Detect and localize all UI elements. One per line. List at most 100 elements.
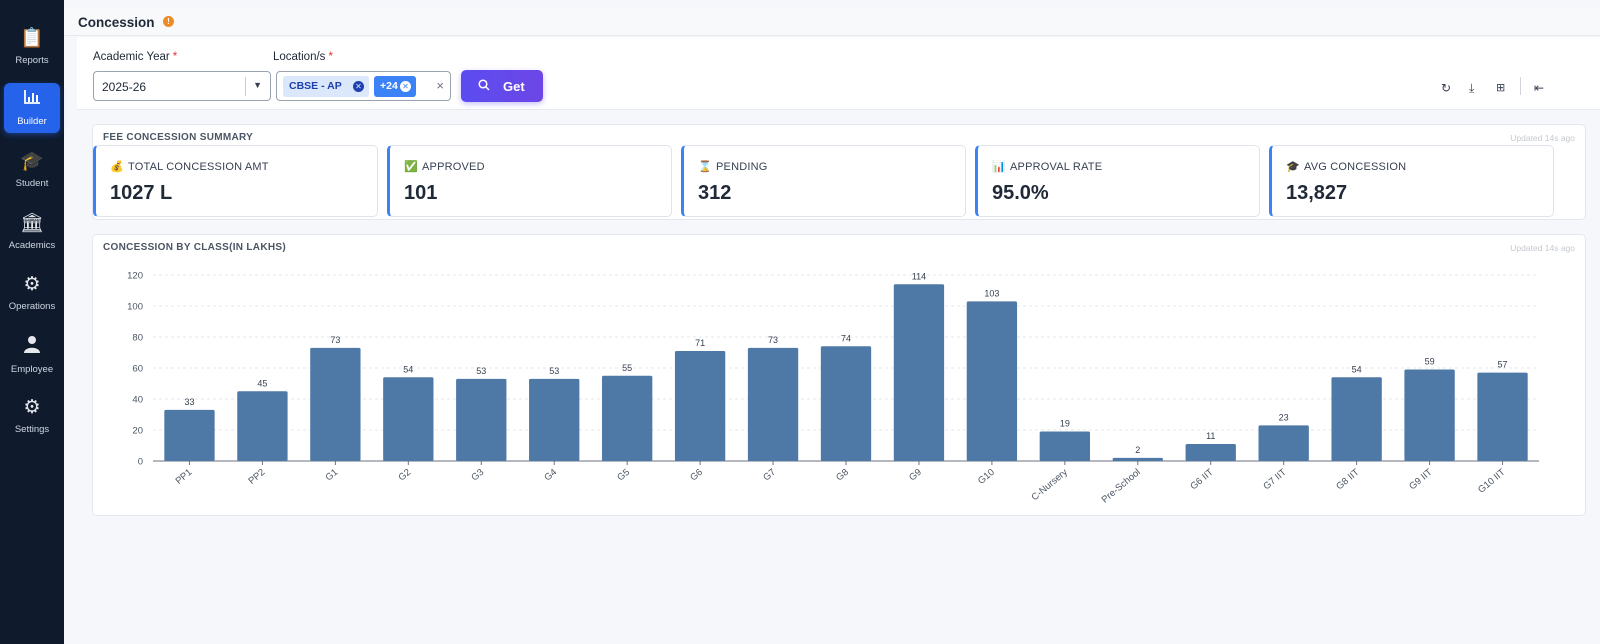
- chart-bar: [310, 347, 361, 461]
- kpi-label: 📊 APPROVAL RATE: [992, 161, 1103, 173]
- chart-bar: [237, 391, 288, 461]
- location-chip-label: CBSE - AP: [289, 80, 342, 92]
- page-title: Concession: [78, 15, 155, 30]
- kpi-value: 13,827: [1286, 182, 1348, 204]
- sidebar-item-label: Operations: [8, 300, 56, 312]
- chart-bar: [1185, 443, 1236, 461]
- collapse-icon[interactable]: ⇤: [1534, 81, 1545, 95]
- location-chip[interactable]: CBSE - AP ✕: [283, 76, 369, 97]
- hourglass-icon: ⌛: [698, 161, 712, 173]
- location-more-chip[interactable]: +24 ✕: [374, 76, 416, 97]
- x-tick-label: G5: [615, 467, 632, 484]
- remove-chip-icon[interactable]: ✕: [400, 81, 411, 92]
- data-label: 114: [912, 271, 926, 281]
- refresh-icon[interactable]: ↻: [1441, 81, 1452, 95]
- person-icon: [23, 335, 41, 358]
- x-tick-label: G9: [907, 467, 924, 484]
- data-label: 59: [1425, 357, 1435, 367]
- info-icon[interactable]: !: [163, 16, 174, 27]
- x-tick-label: PP2: [247, 467, 268, 487]
- data-label: 23: [1279, 412, 1289, 422]
- graduation-cap-icon: 🎓: [1286, 161, 1300, 173]
- location-more-label: +24: [380, 80, 398, 92]
- search-icon: [478, 79, 490, 91]
- chart-updated: Updated 14s ago: [1510, 243, 1575, 253]
- grid-icon[interactable]: ⊞: [1496, 82, 1506, 94]
- data-label: 53: [549, 366, 559, 376]
- chart-bar: [1112, 457, 1163, 461]
- kpi-value: 312: [698, 182, 732, 204]
- x-tick-label: Pre-School: [1100, 467, 1143, 506]
- check-mark-icon: ✅: [404, 161, 418, 173]
- data-label: 19: [1060, 419, 1070, 429]
- locations-multiselect[interactable]: CBSE - AP ✕ +24 ✕ ×: [276, 71, 451, 101]
- sidebar-item-student[interactable]: 🎓 Student: [4, 145, 60, 195]
- summary-updated: Updated 14s ago: [1510, 133, 1575, 143]
- chart-bar: [1404, 369, 1455, 461]
- fee-concession-summary-panel: FEE CONCESSION SUMMARY Updated 14s ago 💰…: [92, 124, 1586, 220]
- data-label: 71: [695, 338, 705, 348]
- x-tick-label: G7 IIT: [1261, 467, 1288, 493]
- kpi-approved: ✅ APPROVED 101: [387, 145, 672, 217]
- data-label: 33: [184, 397, 194, 407]
- sidebar-item-academics[interactable]: 🏛 Academics: [4, 207, 60, 257]
- chart-bar: [383, 377, 434, 461]
- y-tick-label: 120: [127, 271, 143, 282]
- sidebar-item-builder[interactable]: Builder: [4, 83, 60, 133]
- kpi-value: 101: [404, 182, 438, 204]
- chart-bar: [1331, 377, 1382, 461]
- data-label: 57: [1498, 360, 1508, 370]
- data-label: 2: [1135, 445, 1140, 455]
- chart-bar: [747, 347, 799, 461]
- money-bag-icon: 💰: [110, 161, 124, 173]
- sidebar-item-settings[interactable]: ⚙ Settings: [4, 391, 60, 441]
- settings-icon: ⚙: [23, 396, 41, 418]
- academic-year-label: Academic Year *: [93, 51, 178, 63]
- x-tick-label: G8 IIT: [1334, 467, 1361, 493]
- chart-bar: [820, 346, 872, 461]
- remove-chip-icon[interactable]: ✕: [353, 81, 364, 92]
- select-divider: [245, 77, 246, 96]
- bar-chart-icon: [23, 89, 41, 110]
- chart-bar: [1258, 425, 1309, 461]
- concession-by-class-panel: CONCESSION BY CLASS(IN LAKHS) Updated 14…: [92, 234, 1586, 516]
- get-button-label: Get: [503, 79, 525, 94]
- sidebar-item-employee[interactable]: Employee: [4, 330, 60, 380]
- reports-icon: 📋: [20, 27, 44, 49]
- sidebar-item-label: Reports: [15, 54, 49, 66]
- x-tick-label: G3: [469, 467, 486, 484]
- kpi-label: ✅ APPROVED: [404, 161, 485, 173]
- academic-year-value: 2025-26: [102, 80, 147, 94]
- academic-year-select[interactable]: 2025-26 ▼: [93, 71, 271, 101]
- sidebar-item-reports[interactable]: 📋 Reports: [4, 22, 60, 72]
- chart-bar: [456, 378, 507, 461]
- gear-icon: ⚙: [23, 273, 41, 295]
- x-tick-label: G7: [761, 467, 778, 484]
- page-header: Concession !: [64, 8, 1600, 36]
- chart-bar: [966, 301, 1018, 461]
- chart-bar: [164, 409, 215, 461]
- chart-bar: [893, 284, 945, 461]
- clear-icon[interactable]: ×: [436, 78, 444, 93]
- sidebar-item-label: Student: [15, 177, 49, 189]
- sidebar-item-operations[interactable]: ⚙ Operations: [4, 268, 60, 318]
- x-tick-label: G2: [396, 467, 413, 484]
- sidebar-item-label: Academics: [8, 239, 56, 251]
- y-tick-label: 20: [132, 426, 143, 437]
- chart-bar: [601, 375, 653, 461]
- get-button[interactable]: Get: [461, 70, 543, 102]
- data-label: 45: [257, 378, 267, 388]
- data-label: 103: [984, 288, 999, 298]
- data-label: 73: [330, 335, 340, 345]
- chart-title: CONCESSION BY CLASS(IN LAKHS): [103, 242, 286, 253]
- chevron-down-icon[interactable]: ▼: [253, 80, 262, 90]
- kpi-value: 95.0%: [992, 182, 1049, 204]
- data-label: 54: [403, 364, 413, 374]
- x-tick-label: G10: [976, 467, 997, 487]
- toolbar-divider: [1520, 77, 1521, 95]
- x-tick-label: C-Nursery: [1030, 467, 1070, 503]
- x-tick-label: G1: [324, 467, 341, 484]
- chart-bar: [674, 350, 726, 461]
- filter-bar: Academic Year * 2025-26 ▼ Location/s * CBS…: [77, 37, 1600, 110]
- download-icon[interactable]: ⤓: [1469, 81, 1475, 95]
